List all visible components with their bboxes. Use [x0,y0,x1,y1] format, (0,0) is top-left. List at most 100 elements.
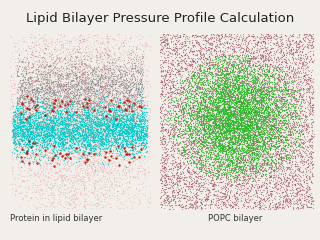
Point [11,131,16,135]
Point [24,122,29,126]
Point [262,137,267,141]
Point [173,67,178,71]
Point [105,75,110,79]
Point [90,68,95,72]
Point [310,90,315,94]
Point [116,98,122,102]
Point [62,148,68,152]
Point [19,126,24,130]
Point [34,106,39,110]
Point [60,177,65,181]
Point [292,128,297,132]
Point [123,81,128,84]
Point [181,87,186,91]
Point [39,76,44,80]
Point [65,186,70,190]
Point [123,181,128,185]
Point [90,151,95,155]
Point [182,41,187,45]
Point [58,170,63,174]
Point [73,132,78,136]
Point [88,96,93,100]
Point [239,136,244,140]
Point [55,32,60,36]
Point [227,59,232,63]
Point [231,150,236,154]
Point [70,149,76,152]
Point [300,145,305,149]
Point [236,76,242,80]
Point [220,151,226,155]
Point [88,85,93,89]
Point [188,158,193,162]
Point [87,130,92,134]
Point [26,106,31,110]
Point [260,79,265,83]
Point [139,143,144,146]
Point [101,142,106,146]
Point [232,147,237,151]
Point [254,99,259,103]
Point [110,119,115,122]
Point [126,106,132,110]
Point [189,66,194,70]
Point [229,147,234,151]
Point [120,135,125,138]
Point [216,91,221,95]
Point [90,130,95,134]
Point [185,156,190,160]
Point [117,153,122,157]
Point [46,117,51,120]
Point [272,171,277,175]
Point [56,76,61,80]
Point [66,130,71,133]
Point [23,100,28,104]
Point [128,129,133,133]
Point [52,99,57,102]
Point [256,141,261,144]
Point [251,142,256,146]
Point [138,143,143,147]
Point [292,173,297,177]
Point [241,74,246,78]
Point [98,96,103,99]
Point [261,115,267,119]
Point [80,72,85,76]
Point [118,51,123,54]
Point [34,126,39,130]
Point [42,207,47,210]
Point [253,175,259,179]
Point [37,83,43,87]
Point [49,124,54,128]
Point [210,192,215,196]
Point [288,160,293,164]
Point [99,111,104,115]
Point [280,81,285,85]
Point [258,115,263,119]
Point [185,155,190,158]
Point [276,93,281,97]
Point [138,60,143,63]
Point [106,48,111,52]
Point [69,193,74,197]
Point [182,86,187,90]
Point [192,125,197,129]
Point [28,79,34,83]
Point [204,92,209,96]
Point [245,117,250,120]
Point [257,112,262,116]
Point [89,144,94,148]
Point [199,114,204,118]
Point [252,117,257,121]
Point [229,129,234,133]
Point [16,122,21,126]
Point [256,135,261,139]
Point [276,152,282,156]
Point [203,148,208,151]
Point [44,108,49,112]
Point [69,70,74,73]
Point [114,124,119,128]
Point [117,85,123,89]
Point [270,137,275,140]
Point [213,104,218,108]
